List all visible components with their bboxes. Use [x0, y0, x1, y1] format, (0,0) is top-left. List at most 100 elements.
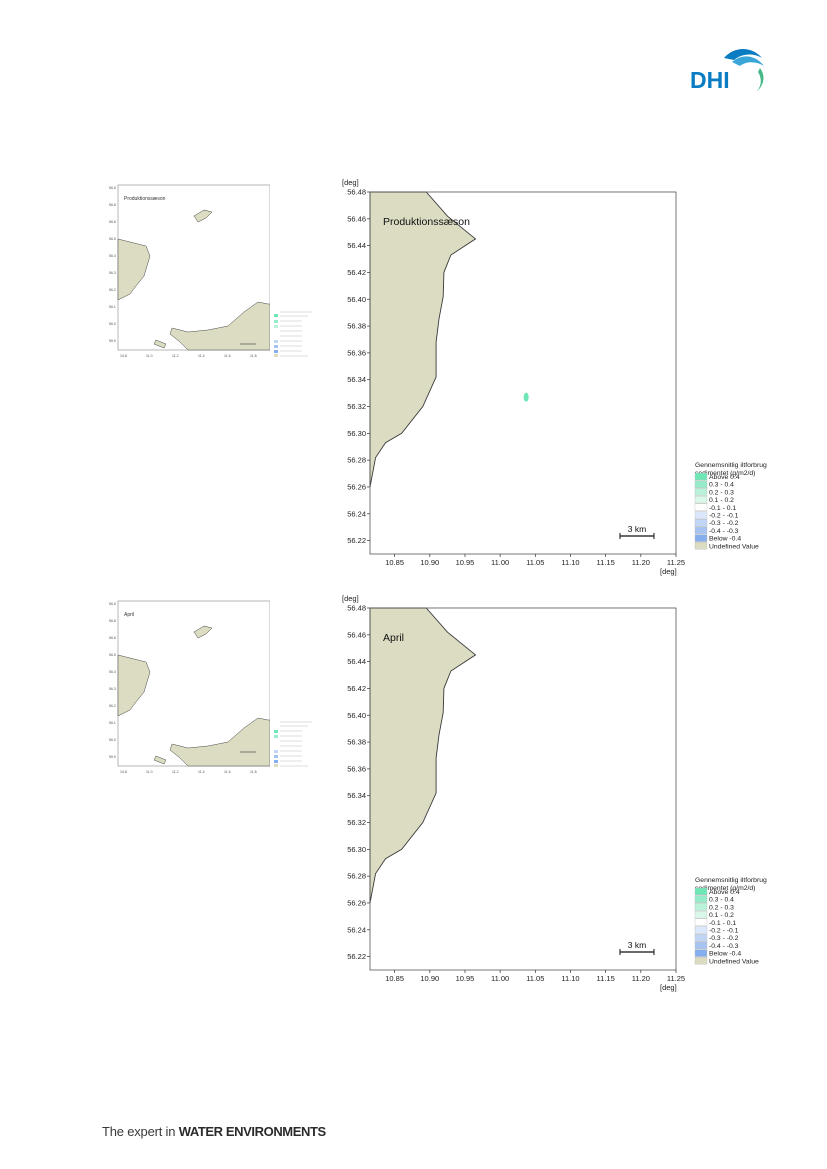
legend-title-line-0: Gennemsnitlig iltforbrug [695, 877, 767, 884]
svg-text:56.4: 56.4 [109, 670, 116, 674]
svg-text:56.3: 56.3 [109, 687, 116, 691]
y-tick-label-11: 56.44 [347, 657, 366, 666]
svg-text:11.0: 11.0 [146, 770, 153, 774]
svg-text:56.1: 56.1 [109, 305, 116, 309]
legend-swatch-3 [694, 910, 708, 919]
x-tick-label-2: 10.95 [456, 558, 475, 567]
y-tick-label-5: 56.32 [347, 402, 366, 411]
overview-land-south [169, 301, 270, 351]
overview-title: April [124, 612, 134, 618]
legend-title-line-1: sedimentet (g/m2/d) [695, 885, 755, 892]
svg-text:55.9: 55.9 [109, 755, 116, 759]
legend-swatch-7 [694, 941, 708, 950]
x-tick-label-3: 11.00 [491, 558, 509, 567]
legend-swatch-2 [694, 903, 708, 911]
overview-map-1: Produktionssæson 56.556.856.656.556.456.… [109, 184, 270, 358]
x-tick-label-4: 11.05 [526, 974, 544, 983]
svg-text:11.0: 11.0 [146, 354, 153, 358]
legend-swatch-6 [694, 934, 708, 942]
legend-swatch-9 [694, 542, 708, 550]
legend-label-7: -0.4 - -0.3 [709, 528, 739, 535]
tagline-bold: WATER ENVIRONMENTS [178, 1124, 327, 1139]
svg-text:11.4: 11.4 [198, 770, 205, 774]
x-tick-label-4: 11.05 [526, 558, 544, 567]
y-tick-label-3: 56.28 [347, 456, 366, 465]
legend-label-4: -0.1 - 0.1 [709, 920, 736, 927]
legend-swatch-3 [694, 495, 708, 504]
legend-label-5: -0.2 - -0.1 [709, 928, 739, 935]
svg-text:56.8: 56.8 [109, 203, 116, 207]
legend-swatch-5 [694, 926, 708, 934]
y-tick-label-3: 56.28 [347, 872, 366, 881]
x-tick-label-1: 10.90 [420, 558, 439, 567]
y-tick-label-2: 56.26 [347, 482, 366, 491]
y-axis-label: [deg] [342, 594, 359, 603]
legend-label-5: -0.2 - -0.1 [709, 513, 739, 520]
svg-text:56.8: 56.8 [109, 619, 116, 623]
overview-yticks: 56.5 56.8 56.6 56.5 56.4 56.3 56.2 56.1 56.0 55.9 [109, 186, 116, 343]
x-tick-label-0: 10.85 [385, 974, 404, 983]
y-tick-label-4: 56.30 [347, 845, 366, 854]
legend-swatch-8 [694, 534, 708, 542]
legend-swatch-2 [694, 488, 708, 496]
svg-text:11.2: 11.2 [172, 770, 179, 774]
y-tick-label-13: 56.48 [347, 604, 366, 613]
overview-map-2: April 56.5 56.8 56.6 56.5 56.4 56.3 56.2 56.1 56… [109, 600, 270, 774]
x-tick-label-7: 11.20 [632, 558, 650, 567]
y-tick-label-1: 56.24 [347, 925, 366, 934]
logo-wave-blue [724, 49, 762, 60]
overview-legend-1 [274, 311, 312, 357]
overview-islet [153, 339, 167, 349]
legend-swatch-0 [694, 887, 708, 896]
x-tick-label-8: 11.25 [667, 974, 685, 983]
svg-text:10.8: 10.8 [120, 354, 127, 358]
x-tick-label-5: 11.10 [561, 974, 579, 983]
legend-label-6: -0.3 - -0.2 [709, 935, 739, 942]
legend-label-8: Below -0.4 [709, 951, 741, 958]
x-tick-label-3: 11.00 [491, 974, 509, 983]
svg-text:56.5: 56.5 [109, 186, 116, 190]
svg-text:11.4: 11.4 [198, 354, 205, 358]
main-map-1: 56.22 56.24 56.26 56.28 56.30 56.32 56.34 56.36… [342, 178, 767, 576]
overview-legend-2 [274, 721, 312, 767]
logo-wave-lightblue [732, 56, 764, 66]
scalebar-label: 3 km [628, 524, 646, 534]
legend-label-4: -0.1 - 0.1 [709, 505, 736, 512]
x-tick-label-5: 11.10 [561, 558, 579, 567]
chart-title: April [383, 632, 404, 644]
y-tick-label-10: 56.42 [347, 684, 366, 693]
legend-label-0: Above 0.4 [709, 889, 740, 896]
y-tick-label-13: 56.48 [347, 188, 366, 197]
y-tick-label-0: 56.22 [347, 952, 366, 961]
legend-label-3: 0.1 - 0.2 [709, 497, 734, 504]
concentration-patch-0 [523, 392, 529, 402]
legend-label-3: 0.1 - 0.2 [709, 912, 734, 919]
legend-swatch-6 [694, 519, 708, 527]
land-area [369, 191, 477, 488]
dhi-logo: DHI [690, 44, 770, 94]
svg-text:56.0: 56.0 [109, 322, 116, 326]
legend-label-9: Undefined Value [709, 958, 759, 965]
y-tick-label-7: 56.36 [347, 764, 366, 773]
legend-swatch-9 [694, 957, 708, 965]
legend-label-2: 0.2 - 0.3 [709, 904, 734, 911]
svg-text:55.9: 55.9 [109, 339, 116, 343]
legend-label-8: Below -0.4 [709, 536, 741, 543]
svg-text:56.6: 56.6 [109, 636, 116, 640]
x-tick-label-6: 11.15 [597, 558, 615, 567]
svg-text:56.2: 56.2 [109, 288, 116, 292]
scalebar-label: 3 km [628, 940, 646, 950]
chart-title: Produktionssæson [383, 216, 470, 228]
svg-text:56.5: 56.5 [109, 602, 116, 606]
y-tick-label-11: 56.44 [347, 241, 366, 250]
legend-swatch-7 [694, 526, 708, 535]
legend-label-7: -0.4 - -0.3 [709, 943, 739, 950]
svg-text:11.6: 11.6 [224, 770, 231, 774]
plot-frame [369, 191, 677, 555]
svg-text:56.6: 56.6 [109, 220, 116, 224]
y-tick-label-1: 56.24 [347, 509, 366, 518]
x-tick-label-7: 11.20 [632, 974, 650, 983]
legend-label-1: 0.3 - 0.4 [709, 482, 734, 489]
footer-tagline: The expert in WATER ENVIRONMENTS [102, 1124, 326, 1139]
legend-swatch-4 [694, 918, 708, 926]
